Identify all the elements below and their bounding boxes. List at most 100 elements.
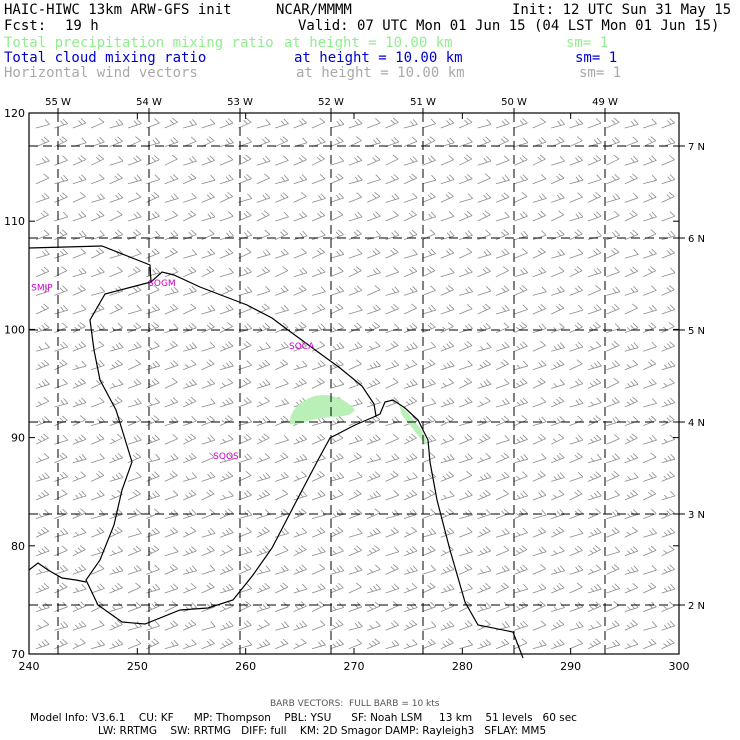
wind-barb — [459, 230, 473, 240]
wind-barb — [403, 526, 417, 538]
wind-barb — [256, 303, 270, 315]
wind-barb — [127, 528, 142, 538]
wind-barb — [587, 248, 602, 259]
wind-barb — [385, 546, 400, 557]
wind-barb — [514, 620, 528, 631]
wind-barb — [477, 379, 492, 389]
wind-barb — [164, 173, 179, 185]
wind-barb — [330, 303, 344, 315]
wind-barb — [293, 211, 308, 222]
wind-barb — [367, 415, 381, 426]
wind-barb — [606, 377, 620, 389]
wind-barb — [201, 266, 215, 278]
wind-barb — [643, 638, 657, 650]
wind-barb — [569, 565, 584, 575]
wind-barb — [624, 433, 638, 445]
wind-barb — [91, 230, 105, 240]
wind-barb — [624, 452, 639, 464]
wind-barb — [661, 601, 675, 612]
wind-barb — [238, 564, 252, 575]
wind-barb — [459, 117, 473, 129]
wind-barb — [348, 415, 363, 426]
wind-barb — [551, 565, 566, 575]
y-tick-label: 70 — [11, 648, 25, 661]
wind-barb — [109, 119, 124, 129]
wind-barb — [54, 508, 68, 519]
wind-barb — [624, 619, 638, 631]
wind-barb — [256, 472, 271, 482]
wind-barb — [311, 377, 325, 389]
wind-barb — [367, 360, 381, 371]
wind-barb — [219, 434, 234, 445]
wind-barb — [440, 397, 455, 408]
wind-barb — [495, 248, 510, 259]
wind-barb — [72, 490, 87, 501]
wind-barb — [661, 285, 675, 296]
wind-barb — [495, 285, 510, 296]
wind-barb — [311, 247, 325, 259]
wind-barb — [275, 322, 289, 333]
wind-barb — [422, 229, 436, 240]
wind-barb — [587, 453, 602, 464]
wind-barb — [606, 323, 621, 333]
wind-barb — [91, 564, 105, 575]
wind-barb — [514, 192, 528, 203]
wind-barb — [311, 546, 326, 557]
wind-barb — [330, 286, 344, 296]
wind-barb — [569, 266, 583, 278]
wind-barb — [35, 379, 50, 389]
wind-barb — [551, 602, 565, 612]
wind-barb — [275, 434, 289, 445]
wind-barb — [201, 565, 216, 575]
wind-barb — [219, 155, 234, 166]
wind-barb — [624, 303, 638, 315]
wind-barb — [72, 564, 87, 575]
wind-barb — [587, 304, 602, 315]
wind-barb — [348, 285, 363, 296]
wind-barb — [293, 155, 307, 166]
x-tick-label: 280 — [452, 660, 473, 673]
wind-barb — [385, 137, 400, 147]
wind-barb — [201, 452, 215, 464]
wind-barb — [127, 452, 142, 464]
wind-barb — [201, 434, 216, 445]
wind-barb — [164, 304, 179, 315]
wind-barb — [440, 248, 455, 259]
wind-barb — [183, 286, 197, 296]
wind-barb — [551, 192, 565, 203]
wind-barb — [495, 528, 510, 538]
wind-barb — [293, 192, 307, 203]
wind-barb — [551, 173, 565, 185]
wind-barb — [643, 489, 657, 501]
wind-barb — [201, 582, 215, 594]
wind-barb — [54, 229, 68, 240]
wind-barb — [293, 137, 308, 147]
station-label: SOGM — [148, 279, 176, 289]
wind-barb — [109, 342, 124, 352]
wind-barb — [275, 621, 290, 631]
wind-barb — [587, 378, 602, 389]
wind-barb — [403, 602, 418, 612]
wind-barb — [256, 433, 270, 445]
wind-barb — [459, 639, 473, 650]
wind-barb — [256, 583, 271, 594]
wind-barb — [146, 304, 160, 315]
wind-barb — [422, 528, 437, 538]
wind-barb — [311, 154, 325, 166]
wind-barb — [91, 583, 105, 594]
wind-barb — [569, 621, 584, 631]
wind-barb — [514, 564, 528, 575]
wind-barb — [146, 230, 161, 240]
wind-barb — [495, 136, 509, 147]
wind-barb — [91, 247, 105, 259]
wind-barb — [35, 396, 50, 408]
wind-barb — [551, 342, 566, 352]
wind-barb — [422, 192, 436, 203]
wind-barb — [587, 155, 602, 166]
wind-barb — [238, 620, 252, 631]
wind-barb — [275, 266, 289, 278]
wind-barb — [256, 155, 271, 166]
wind-barb — [440, 601, 454, 612]
wind-barb — [624, 396, 638, 408]
wind-barb — [403, 379, 418, 389]
